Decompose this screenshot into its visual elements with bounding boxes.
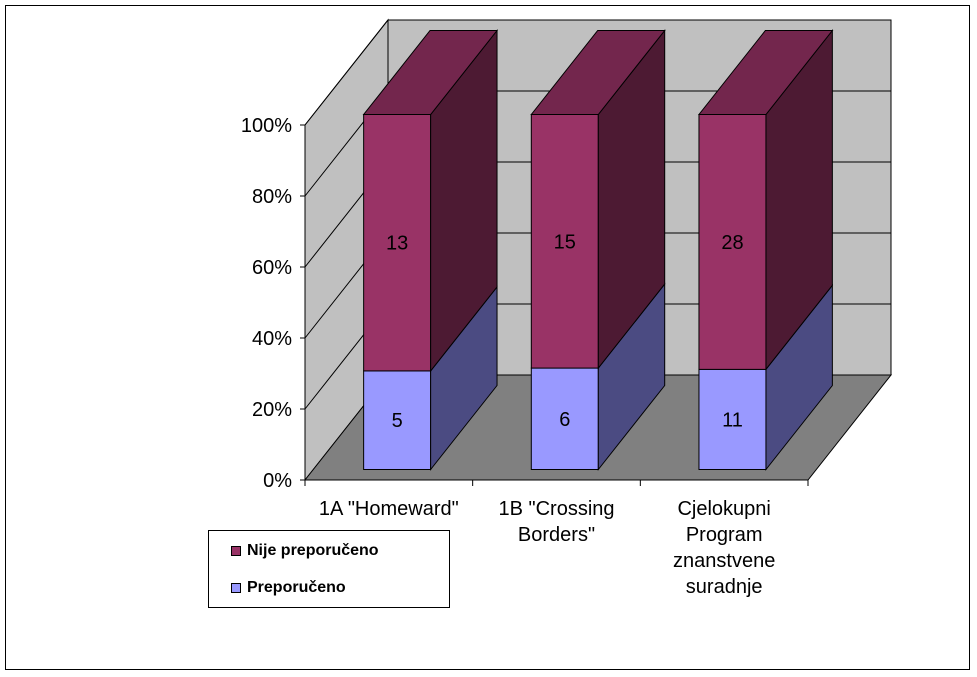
category-label: Borders" xyxy=(518,524,595,546)
bar-segment-front xyxy=(363,370,432,470)
legend-swatch xyxy=(231,583,241,593)
chart-legend: Nije preporučeno Preporučeno xyxy=(208,530,450,608)
bar-segment-front xyxy=(530,367,599,471)
data-label: 28 xyxy=(721,232,743,254)
y-tick-label: 100% xyxy=(241,115,292,137)
bar-top xyxy=(697,30,834,115)
bar-top xyxy=(530,30,666,115)
y-tick-label: 80% xyxy=(252,186,292,208)
category-label: suradnje xyxy=(686,576,763,598)
gridline xyxy=(304,19,891,126)
bar-segment-front xyxy=(530,114,599,369)
y-tick-label: 20% xyxy=(252,399,292,421)
data-label: 15 xyxy=(554,231,576,253)
category-label: 1B "Crossing xyxy=(498,498,614,520)
y-tick-label: 40% xyxy=(252,328,292,350)
legend-label: Preporučeno xyxy=(247,579,346,596)
y-tick-label: 0% xyxy=(263,470,292,492)
bar-segment-front xyxy=(363,114,432,372)
data-label: 13 xyxy=(386,233,408,255)
category-label: 1A "Homeward" xyxy=(319,498,459,520)
data-label: 11 xyxy=(722,409,743,431)
category-label: Program xyxy=(686,524,763,546)
data-label: 5 xyxy=(392,410,403,432)
legend-label: Nije preporučeno xyxy=(247,542,379,559)
y-tick-label: 60% xyxy=(252,257,292,279)
data-label: 6 xyxy=(559,409,570,431)
bar-segment-front xyxy=(698,368,767,470)
legend-item-nije-preporuceno: Nije preporučeno xyxy=(231,541,379,561)
category-label: znanstvene xyxy=(673,550,775,572)
category-label: Cjelokupni xyxy=(677,498,770,520)
bar-top xyxy=(362,30,499,115)
legend-item-preporuceno: Preporučeno xyxy=(231,578,346,598)
legend-swatch xyxy=(231,546,241,556)
